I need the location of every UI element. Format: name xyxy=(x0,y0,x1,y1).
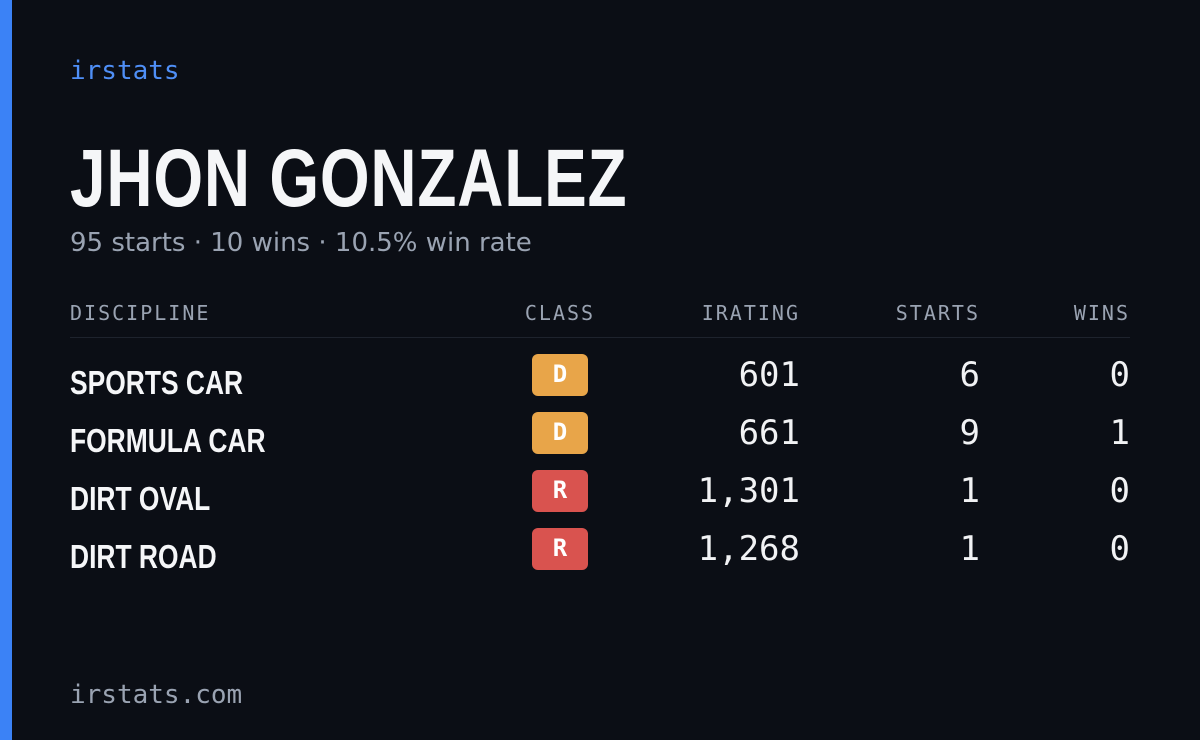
class-badge: D xyxy=(532,412,588,454)
irating: 601 xyxy=(738,355,800,395)
column-header: IRATING xyxy=(701,301,800,325)
column-header: STARTS xyxy=(895,301,980,325)
discipline: DIRT ROAD xyxy=(70,538,217,575)
summary: 95 starts · 10 wins · 10.5% win rate xyxy=(70,228,532,258)
class-badge: D xyxy=(532,354,588,396)
discipline: SPORTS CAR xyxy=(70,364,244,401)
brand: irstats xyxy=(70,56,180,86)
starts: 1 xyxy=(959,471,980,511)
footer: irstats.com xyxy=(70,680,243,710)
accent-bar xyxy=(0,0,12,740)
starts: 9 xyxy=(959,413,980,453)
irating: 1,268 xyxy=(697,529,800,569)
discipline: DIRT OVAL xyxy=(70,480,211,517)
starts: 1 xyxy=(959,529,980,569)
irating: 1,301 xyxy=(697,471,800,511)
wins: 0 xyxy=(1109,471,1130,511)
column-header: CLASS xyxy=(524,301,596,325)
header-rule xyxy=(70,337,1130,338)
column-header: WINS xyxy=(1073,301,1130,325)
class-badge: R xyxy=(532,470,588,512)
player-name: JHON GONZALEZ xyxy=(70,133,628,224)
column-header: DISCIPLINE xyxy=(70,301,211,325)
wins: 0 xyxy=(1109,355,1130,395)
discipline: FORMULA CAR xyxy=(70,422,266,459)
class-badge: R xyxy=(532,528,588,570)
wins: 0 xyxy=(1109,529,1130,569)
irating: 661 xyxy=(738,413,800,453)
wins: 1 xyxy=(1109,413,1130,453)
starts: 6 xyxy=(959,355,980,395)
